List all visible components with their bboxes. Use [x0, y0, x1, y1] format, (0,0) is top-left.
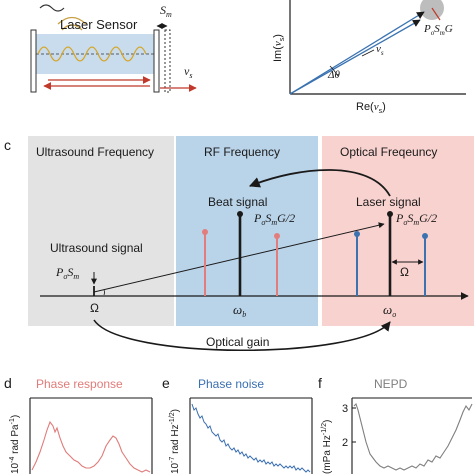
nepd-curve: [353, 402, 473, 471]
optical-gain-label: Optical gain: [206, 335, 269, 349]
optical-title: Optical Freqeuncy: [340, 145, 437, 159]
laser-signal-label: Laser signal: [356, 195, 421, 209]
phasor-vector-1: [289, 11, 425, 95]
panel-f-letter: f: [318, 375, 322, 391]
us-amp-label: PoSm: [55, 265, 79, 281]
panel-d-letter: d: [4, 375, 12, 391]
panel-c-letter: c: [4, 137, 11, 153]
displaced-mirror: [164, 29, 171, 93]
beat-peak-dot: [237, 211, 243, 217]
b-psg-label: PoSmG: [423, 23, 453, 37]
sm-symbol: Sm: [160, 3, 172, 19]
rf-sideband-right-dot: [274, 233, 280, 239]
sound-arc-icon: [61, 24, 83, 31]
angle-arc: [103, 289, 105, 296]
laser-peak-dot: [387, 211, 393, 217]
laser-wave: [37, 46, 147, 62]
beat-amp-label: PoSmG/2: [253, 211, 295, 227]
b-vs-label: vs: [376, 43, 384, 57]
f-tick-label-2: 2: [342, 437, 348, 449]
phase-noise-curve: [191, 403, 311, 473]
vs-label: vs: [184, 64, 192, 80]
f-ylabel: (mPa Hz-1/2): [321, 420, 333, 474]
phasor-vector-2: [289, 19, 421, 95]
rf-title: RF Frequency: [204, 145, 280, 159]
b-xlabel: Re(vs): [356, 101, 386, 115]
laser-amp-label: PoSmG/2: [395, 211, 437, 227]
ultrasound-signal-label: Ultrasound signal: [50, 241, 143, 255]
ultrasound-title: Ultrasound Frequency: [36, 145, 154, 159]
vs-pointer: [361, 49, 375, 57]
b-dtheta: Δθ: [327, 69, 340, 81]
sensor-label: Laser Sensor: [60, 17, 138, 32]
panel-b: Im(vs) Re(vs) PoSmG vs Δθ: [272, 0, 466, 115]
panel-a: Laser Sensor Sm vs: [30, 3, 197, 93]
panel-c: c Ultrasound Frequency RF Frequency Opti…: [4, 136, 474, 352]
rf-sideband-left-dot: [202, 229, 208, 235]
b-ylabel: Im(vs): [272, 34, 286, 62]
demod-arrow: [248, 169, 391, 197]
panel-e: e Phase noise 10-7 rad Hz-1/2): [162, 375, 313, 474]
sound-arc-icon: [57, 16, 87, 25]
panel-f: f NEPD 3 2 (mPa Hz-1/2): [318, 375, 473, 474]
right-mirror: [153, 29, 160, 93]
omega-b-tick-label: ωb: [233, 302, 246, 319]
panel-e-title: Phase noise: [198, 377, 264, 391]
omega-o-tick-label: ωo: [383, 302, 396, 319]
panel-d-title: Phase response: [36, 377, 123, 391]
optical-sideband-right-dot: [422, 233, 428, 239]
phasor-circle: [420, 0, 444, 20]
sound-wave-icon: [39, 4, 65, 12]
optical-band: [322, 136, 474, 326]
panel-d: d Phase response 10-4 rad Pa-1): [4, 375, 153, 474]
d-ylabel: 10-4 rad Pa-1): [9, 415, 21, 474]
rf-band: [176, 136, 318, 326]
omega-tick-label: Ω: [90, 301, 99, 315]
beat-signal-label: Beat signal: [208, 195, 267, 209]
f-tick-label-3: 3: [342, 403, 348, 415]
phase-response-curve: [31, 420, 151, 473]
e-ylabel: 10-7 rad Hz-1/2): [169, 409, 181, 474]
psg-arrow: [431, 7, 441, 21]
omega-spacing-label: Ω: [400, 265, 409, 279]
panel-e-letter: e: [162, 375, 170, 391]
left-mirror: [30, 29, 37, 93]
panel-f-title: NEPD: [374, 377, 408, 391]
ultrasound-band: [28, 136, 174, 326]
optical-sideband-left-dot: [354, 231, 360, 237]
optical-gain-arrow: [93, 319, 391, 352]
dtheta-arc: [329, 65, 339, 77]
